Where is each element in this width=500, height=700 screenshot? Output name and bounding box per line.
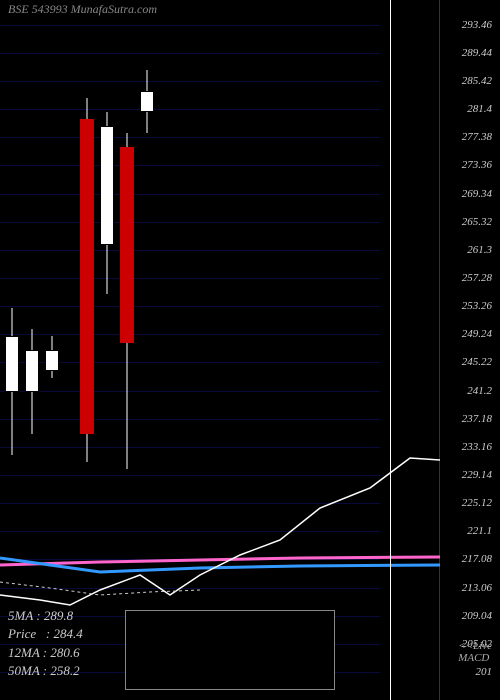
price-axis: 293.46 289.44 285.42 281.4 277.38 273.36 269.3… [440,0,500,700]
candle-area[interactable] [0,0,440,700]
price-label: 213.06 [462,582,492,594]
price-label: 217.08 [462,553,492,565]
gridline [0,250,380,251]
price-label: 245.22 [462,356,492,368]
price-label: 257.28 [462,272,492,284]
price-label: 249.24 [462,328,492,340]
price-label: 285.42 [462,75,492,87]
price-label: 261.3 [467,244,492,256]
price-label: 253.26 [462,300,492,312]
price-label: 237.18 [462,413,492,425]
site-name: MunafaSutra.com [71,2,157,16]
gridline [0,25,380,26]
price-label: 281.4 [467,103,492,115]
macd-panel [125,610,335,690]
ma5-row: 5MA : 289.8 [8,607,83,625]
price-label: 241.2 [467,385,492,397]
price-row: Price : 284.4 [8,625,83,643]
price-label: 201 [476,666,493,678]
live-text: <<Live [458,640,492,652]
gridline [0,222,380,223]
gridline [0,419,380,420]
gridline [0,334,380,335]
gridline [0,447,380,448]
gridline [0,165,380,166]
gridline [0,109,380,110]
info-box: 5MA : 289.8 Price : 284.4 12MA : 280.6 5… [8,607,83,680]
gridline [0,306,380,307]
ma12-row: 12MA : 280.6 [8,644,83,662]
price-label: 225.12 [462,497,492,509]
gridline [0,559,380,560]
price-label: 209.04 [462,610,492,622]
stock-chart[interactable]: BSE 543993 MunafaSutra.com 293.46289.442… [0,0,500,700]
price-label: 229.14 [462,469,492,481]
price-label: 265.32 [462,216,492,228]
gridline [0,53,380,54]
price-label: 289.44 [462,47,492,59]
gridline [0,503,380,504]
chart-header: BSE 543993 MunafaSutra.com [8,2,157,17]
price-label: 273.36 [462,159,492,171]
macd-text: MACD [458,652,492,664]
gridline [0,137,380,138]
price-label: 269.34 [462,188,492,200]
gridline [0,81,380,82]
exchange-code: BSE 543993 [8,2,68,16]
macd-label: <<Live MACD [458,640,492,664]
gridline [0,278,380,279]
gridline [0,588,380,589]
gridline [0,475,380,476]
price-label: 277.38 [462,131,492,143]
price-label: 293.46 [462,19,492,31]
gridline [0,531,380,532]
cursor-line [390,0,391,700]
gridline [0,194,380,195]
gridline [0,391,380,392]
ma50-row: 50MA : 258.2 [8,662,83,680]
price-label: 221.1 [467,525,492,537]
price-label: 233.16 [462,441,492,453]
